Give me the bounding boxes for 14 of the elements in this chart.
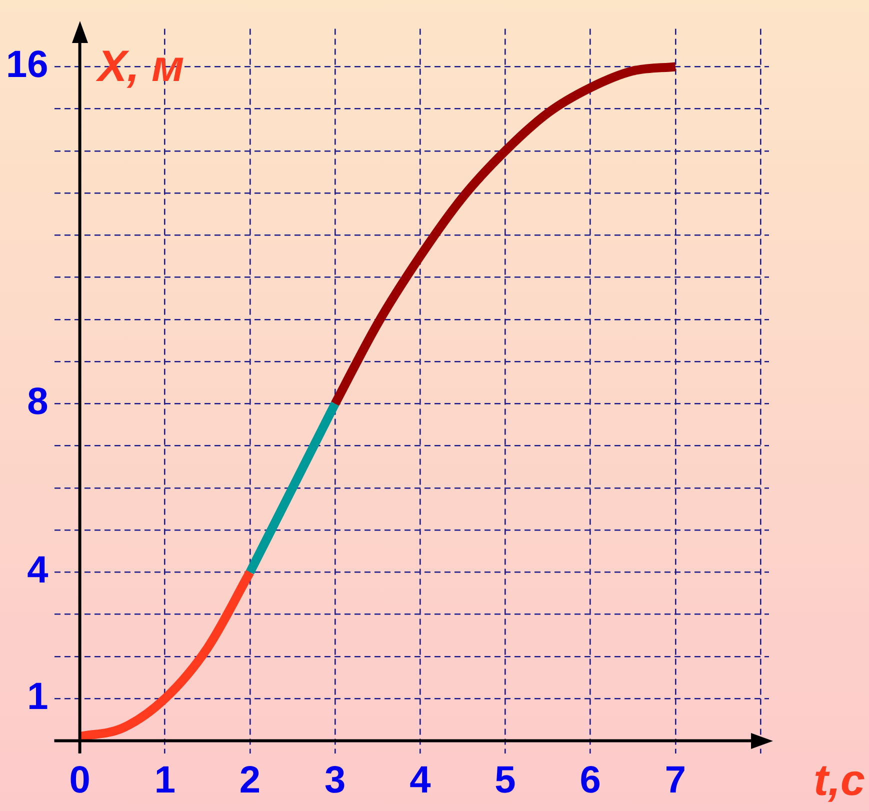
x-tick-label: 3 — [324, 760, 346, 802]
x-tick-label: 1 — [154, 760, 176, 802]
y-tick-label: 16 — [6, 44, 48, 86]
x-axis-title: t,с — [814, 756, 865, 806]
y-tick-label: 4 — [27, 550, 48, 592]
x-tick-label: 5 — [494, 760, 516, 802]
x-tick-label: 2 — [239, 760, 261, 802]
y-tick-label: 1 — [27, 676, 48, 718]
y-axis-title: X, м — [94, 42, 184, 91]
y-tick-label: 8 — [27, 381, 48, 424]
x-tick-label: 0 — [69, 760, 90, 802]
x-tick-label: 7 — [664, 760, 686, 802]
x-tick-label: 4 — [410, 760, 431, 802]
x-tick-label: 6 — [580, 760, 601, 802]
